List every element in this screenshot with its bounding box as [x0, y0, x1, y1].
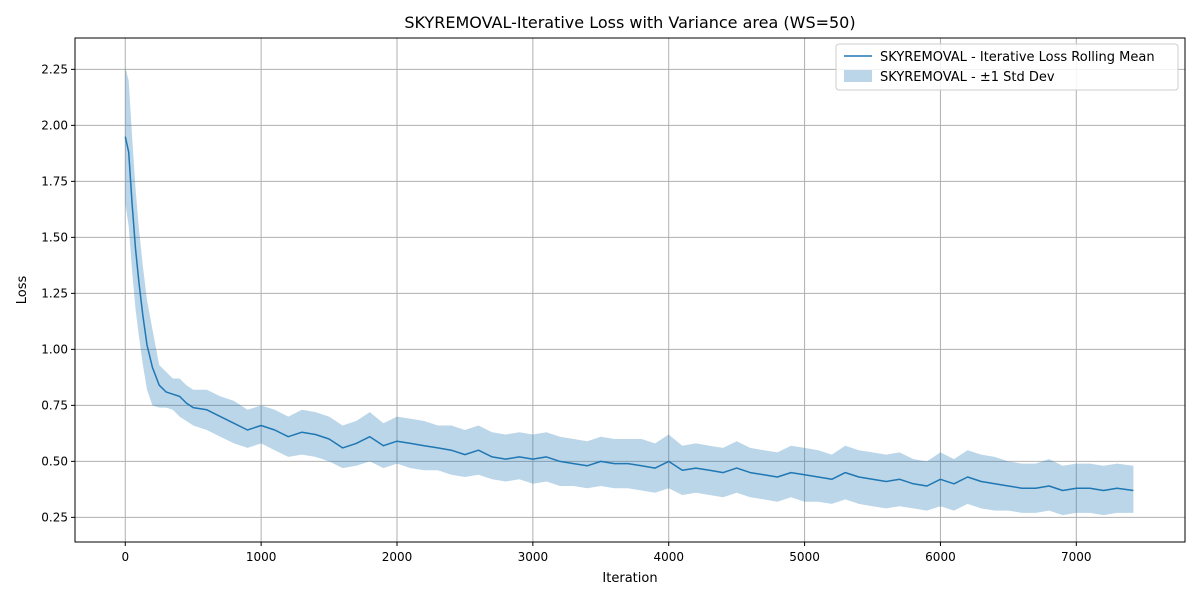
chart-title: SKYREMOVAL-Iterative Loss with Variance … [404, 13, 855, 32]
std-band-layer [125, 67, 1134, 516]
x-tick-label: 2000 [382, 550, 413, 564]
y-tick-label: 1.25 [41, 286, 68, 300]
x-tick-label: 0 [121, 550, 129, 564]
x-tick-label: 1000 [246, 550, 277, 564]
legend-box [835, 43, 1179, 91]
legend-label-mean: SKYREMOVAL - Iterative Loss Rolling Mean [880, 50, 1155, 65]
x-tick-label: 4000 [653, 550, 684, 564]
x-axis-ticks: 0 1000 2000 3000 4000 5000 6000 7000 [121, 542, 1092, 564]
y-axis-ticks: 0.25 0.50 0.75 1.00 1.25 1.50 1.75 2.00 2.25 [41, 62, 75, 524]
legend-label-std: SKYREMOVAL - ±1 Std Dev [880, 70, 1055, 85]
y-tick-label: 0.75 [41, 398, 68, 412]
y-tick-label: 1.50 [41, 230, 68, 244]
y-tick-label: 0.50 [41, 454, 68, 468]
grid-lines [75, 38, 1185, 542]
y-tick-label: 0.25 [41, 510, 68, 524]
x-tick-label: 7000 [1061, 550, 1092, 564]
y-tick-label: 1.75 [41, 174, 68, 188]
std-dev-band [125, 67, 1134, 516]
x-tick-label: 6000 [925, 550, 956, 564]
y-tick-label: 2.25 [41, 62, 68, 76]
x-tick-label: 3000 [518, 550, 549, 564]
y-tick-label: 2.00 [41, 118, 68, 132]
legend-band-swatch [844, 70, 872, 82]
plot-frame [74, 37, 1186, 543]
legend: SKYREMOVAL - Iterative Loss Rolling Mean… [835, 43, 1179, 91]
x-tick-label: 5000 [789, 550, 820, 564]
x-axis-label: Iteration [602, 571, 657, 586]
rolling-mean-line [124, 136, 1134, 492]
mean-line-layer [124, 136, 1134, 492]
y-tick-label: 1.00 [41, 342, 68, 356]
y-axis-label: Loss [15, 276, 30, 305]
